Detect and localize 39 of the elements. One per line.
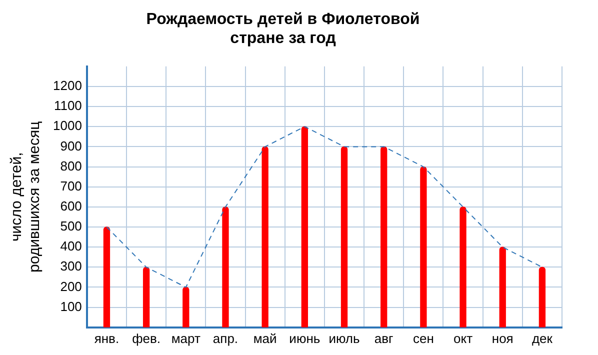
x-tick-label: март [171, 330, 200, 346]
bar [222, 206, 229, 328]
y-tick-label: 700 [60, 178, 82, 194]
bar [538, 266, 546, 328]
y-tick-label: 500 [60, 218, 82, 234]
x-tick-label: фев. [132, 330, 161, 346]
bar [340, 146, 348, 328]
bar [460, 206, 466, 328]
x-tick-label: дек [532, 330, 553, 346]
bar [499, 246, 506, 328]
x-tick-label: авг [374, 330, 394, 346]
y-tick-label: 800 [60, 158, 82, 174]
chart-title: Рождаемость детей в Фиолетовой стране за год [146, 11, 420, 48]
x-tick-label: июнь [289, 330, 320, 346]
y-tick-label: 300 [60, 258, 82, 274]
y-tick-label: 100 [60, 298, 82, 314]
bar [142, 266, 150, 328]
bar [182, 286, 190, 328]
x-tick-label: сен [412, 330, 434, 346]
x-tick-label: янв. [94, 330, 120, 346]
y-tick-label: 1100 [54, 98, 82, 114]
bar [420, 166, 427, 328]
bar [262, 146, 268, 328]
x-tick-label: май [253, 330, 277, 346]
x-tick-label: окт [454, 330, 473, 346]
y-tick-label: 900 [60, 138, 82, 154]
x-tick-label: апр. [212, 330, 238, 346]
x-tick-label: ноя [492, 330, 514, 346]
bar [103, 226, 110, 328]
y-tick-label: 600 [60, 198, 82, 214]
y-tick-label: 1200 [53, 78, 82, 94]
line-series [106, 126, 543, 288]
y-tick-label: 400 [60, 238, 82, 254]
y-axis-title: число детей, родившихся за месяц [8, 120, 44, 273]
x-tick-label: июль [328, 330, 360, 346]
bar [380, 146, 388, 328]
y-tick-label: 200 [60, 278, 82, 294]
bar [301, 126, 308, 328]
y-tick-label: 1000 [53, 118, 82, 134]
